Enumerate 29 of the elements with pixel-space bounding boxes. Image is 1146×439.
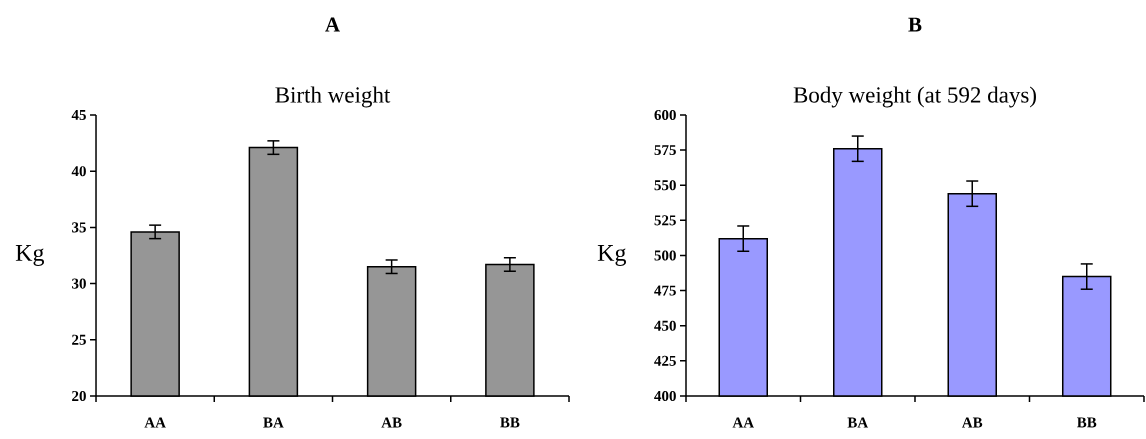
- chart-subtitle: Birth weight: [275, 86, 391, 108]
- y-tick-label: 45: [71, 109, 86, 120]
- y-tick-label: 25: [72, 334, 86, 345]
- chart-subtitle: Body weight (at 592 days): [793, 86, 1036, 108]
- chart-title: A: [325, 17, 340, 32]
- y-tick-label: 550: [654, 180, 676, 191]
- y-tick-label: 20: [72, 390, 86, 402]
- y-tick-label: 475: [654, 285, 676, 296]
- x-tick-label: BB: [500, 417, 520, 428]
- y-tick-label: 35: [72, 222, 86, 233]
- x-tick-label: AA: [732, 417, 754, 428]
- x-tick-label: BB: [1076, 417, 1097, 428]
- y-axis-title: Kg: [597, 245, 627, 266]
- y-tick-label: 30: [72, 278, 86, 289]
- y-tick-label: 500: [654, 250, 676, 261]
- y-tick-label: 525: [654, 215, 676, 226]
- x-tick-label: BA: [263, 417, 284, 428]
- y-tick-label: 400: [654, 390, 676, 402]
- y-tick-label: 450: [654, 320, 676, 331]
- x-tick-label: AB: [381, 417, 402, 428]
- x-tick-label: AB: [961, 417, 983, 428]
- x-tick-label: AA: [144, 417, 166, 428]
- y-tick-label: 425: [654, 355, 676, 366]
- y-tick-label: 575: [654, 145, 676, 156]
- y-tick-label: 600: [654, 109, 676, 121]
- x-tick-label: BA: [847, 417, 869, 428]
- chart-title: B: [908, 17, 922, 32]
- y-axis-title: Kg: [15, 245, 45, 266]
- y-tick-label: 40: [71, 166, 86, 177]
